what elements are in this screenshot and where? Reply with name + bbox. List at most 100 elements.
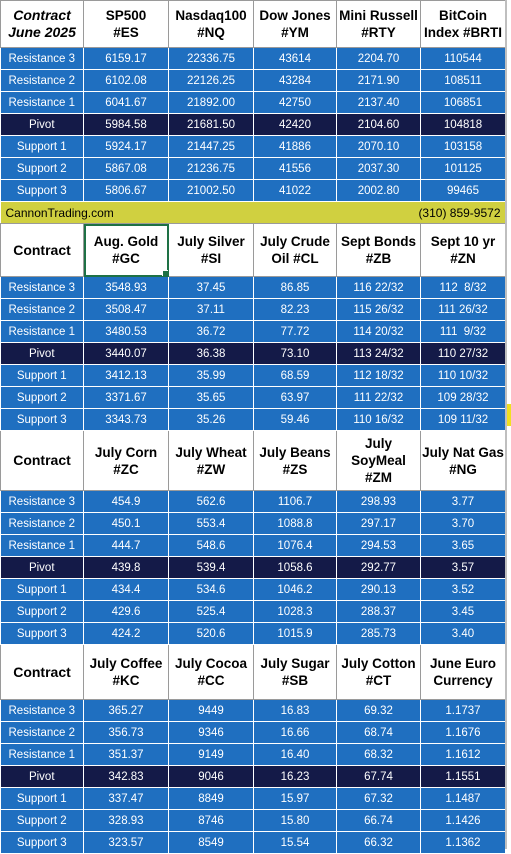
- level-value-cell[interactable]: 36.38: [168, 342, 254, 365]
- level-value-cell[interactable]: 454.9: [83, 490, 169, 513]
- contract-header-cell[interactable]: July Silver #SI: [168, 223, 254, 277]
- level-value-cell[interactable]: 99465: [420, 179, 506, 202]
- level-value-cell[interactable]: 9346: [168, 721, 254, 744]
- level-value-cell[interactable]: 1015.9: [253, 622, 337, 645]
- contract-header-cell[interactable]: SP500 #ES: [83, 0, 169, 48]
- level-value-cell[interactable]: 66.74: [336, 809, 421, 832]
- level-value-cell[interactable]: 429.6: [83, 600, 169, 623]
- level-value-cell[interactable]: 77.72: [253, 320, 337, 343]
- level-value-cell[interactable]: 43614: [253, 47, 337, 70]
- level-value-cell[interactable]: 2137.40: [336, 91, 421, 114]
- selected-header-cell[interactable]: Aug. Gold #GC: [83, 223, 169, 277]
- level-name-cell[interactable]: Resistance 2: [0, 721, 84, 744]
- level-value-cell[interactable]: 68.74: [336, 721, 421, 744]
- level-value-cell[interactable]: 3.57: [420, 556, 506, 579]
- level-value-cell[interactable]: 2104.60: [336, 113, 421, 136]
- level-value-cell[interactable]: 63.97: [253, 386, 337, 409]
- level-value-cell[interactable]: 1088.8: [253, 512, 337, 535]
- level-value-cell[interactable]: 5924.17: [83, 135, 169, 158]
- level-value-cell[interactable]: 290.13: [336, 578, 421, 601]
- level-value-cell[interactable]: 1.1551: [420, 765, 506, 788]
- level-value-cell[interactable]: 111 26/32: [420, 298, 506, 321]
- level-value-cell[interactable]: 3440.07: [83, 342, 169, 365]
- level-value-cell[interactable]: 2037.30: [336, 157, 421, 180]
- level-value-cell[interactable]: 115 26/32: [336, 298, 421, 321]
- level-name-cell[interactable]: Resistance 1: [0, 91, 84, 114]
- level-value-cell[interactable]: 16.83: [253, 699, 337, 722]
- level-value-cell[interactable]: 109 28/32: [420, 386, 506, 409]
- level-value-cell[interactable]: 3548.93: [83, 276, 169, 299]
- level-name-cell[interactable]: Support 3: [0, 831, 84, 854]
- level-value-cell[interactable]: 3.45: [420, 600, 506, 623]
- level-name-cell[interactable]: Support 2: [0, 600, 84, 623]
- level-value-cell[interactable]: 16.23: [253, 765, 337, 788]
- contract-header-cell[interactable]: July Corn #ZC: [83, 430, 169, 491]
- level-value-cell[interactable]: 342.83: [83, 765, 169, 788]
- level-value-cell[interactable]: 21681.50: [168, 113, 254, 136]
- level-name-cell[interactable]: Support 1: [0, 364, 84, 387]
- level-value-cell[interactable]: 298.93: [336, 490, 421, 513]
- level-name-cell[interactable]: Support 3: [0, 179, 84, 202]
- level-name-cell[interactable]: Resistance 3: [0, 699, 84, 722]
- level-value-cell[interactable]: 41022: [253, 179, 337, 202]
- level-value-cell[interactable]: 1.1737: [420, 699, 506, 722]
- level-value-cell[interactable]: 6102.08: [83, 69, 169, 92]
- level-value-cell[interactable]: 15.97: [253, 787, 337, 810]
- level-value-cell[interactable]: 1.1362: [420, 831, 506, 854]
- level-value-cell[interactable]: 297.17: [336, 512, 421, 535]
- contract-header-cell[interactable]: July Cocoa #CC: [168, 644, 254, 700]
- contract-header-cell[interactable]: Nasdaq100 #NQ: [168, 0, 254, 48]
- level-name-cell[interactable]: Pivot: [0, 113, 84, 136]
- level-value-cell[interactable]: 292.77: [336, 556, 421, 579]
- level-value-cell[interactable]: 82.23: [253, 298, 337, 321]
- contract-header-cell[interactable]: July Crude Oil #CL: [253, 223, 337, 277]
- level-value-cell[interactable]: 59.46: [253, 408, 337, 431]
- level-value-cell[interactable]: 525.4: [168, 600, 254, 623]
- level-name-cell[interactable]: Resistance 2: [0, 512, 84, 535]
- level-name-cell[interactable]: Resistance 3: [0, 490, 84, 513]
- level-value-cell[interactable]: 67.32: [336, 787, 421, 810]
- level-value-cell[interactable]: 548.6: [168, 534, 254, 557]
- level-value-cell[interactable]: 16.66: [253, 721, 337, 744]
- level-value-cell[interactable]: 110 27/32: [420, 342, 506, 365]
- level-value-cell[interactable]: 1.1676: [420, 721, 506, 744]
- level-value-cell[interactable]: 109 11/32: [420, 408, 506, 431]
- level-value-cell[interactable]: 37.45: [168, 276, 254, 299]
- contract-header-cell[interactable]: July Wheat #ZW: [168, 430, 254, 491]
- level-value-cell[interactable]: 116 22/32: [336, 276, 421, 299]
- contract-header-cell[interactable]: July SoyMeal #ZM: [336, 430, 421, 491]
- level-value-cell[interactable]: 337.47: [83, 787, 169, 810]
- level-name-cell[interactable]: Resistance 1: [0, 743, 84, 766]
- level-value-cell[interactable]: 539.4: [168, 556, 254, 579]
- level-value-cell[interactable]: 1.1487: [420, 787, 506, 810]
- level-value-cell[interactable]: 2002.80: [336, 179, 421, 202]
- level-value-cell[interactable]: 1106.7: [253, 490, 337, 513]
- level-value-cell[interactable]: 104818: [420, 113, 506, 136]
- level-name-cell[interactable]: Resistance 1: [0, 534, 84, 557]
- level-value-cell[interactable]: 111 9/32: [420, 320, 506, 343]
- level-value-cell[interactable]: 110 10/32: [420, 364, 506, 387]
- level-value-cell[interactable]: 3.65: [420, 534, 506, 557]
- level-value-cell[interactable]: 86.85: [253, 276, 337, 299]
- level-value-cell[interactable]: 288.37: [336, 600, 421, 623]
- level-name-cell[interactable]: Resistance 3: [0, 276, 84, 299]
- level-name-cell[interactable]: Support 1: [0, 578, 84, 601]
- fill-handle[interactable]: [162, 270, 168, 276]
- level-value-cell[interactable]: 285.73: [336, 622, 421, 645]
- level-value-cell[interactable]: 534.6: [168, 578, 254, 601]
- level-value-cell[interactable]: 108511: [420, 69, 506, 92]
- level-value-cell[interactable]: 35.65: [168, 386, 254, 409]
- level-value-cell[interactable]: 6041.67: [83, 91, 169, 114]
- contract-label-cell[interactable]: Contract: [0, 644, 84, 700]
- level-value-cell[interactable]: 3.77: [420, 490, 506, 513]
- level-value-cell[interactable]: 35.26: [168, 408, 254, 431]
- level-value-cell[interactable]: 1046.2: [253, 578, 337, 601]
- level-value-cell[interactable]: 3371.67: [83, 386, 169, 409]
- level-value-cell[interactable]: 3412.13: [83, 364, 169, 387]
- level-name-cell[interactable]: Support 3: [0, 622, 84, 645]
- level-name-cell[interactable]: Resistance 2: [0, 69, 84, 92]
- level-value-cell[interactable]: 15.54: [253, 831, 337, 854]
- level-value-cell[interactable]: 112 18/32: [336, 364, 421, 387]
- level-value-cell[interactable]: 114 20/32: [336, 320, 421, 343]
- contract-header-cell[interactable]: Sept Bonds #ZB: [336, 223, 421, 277]
